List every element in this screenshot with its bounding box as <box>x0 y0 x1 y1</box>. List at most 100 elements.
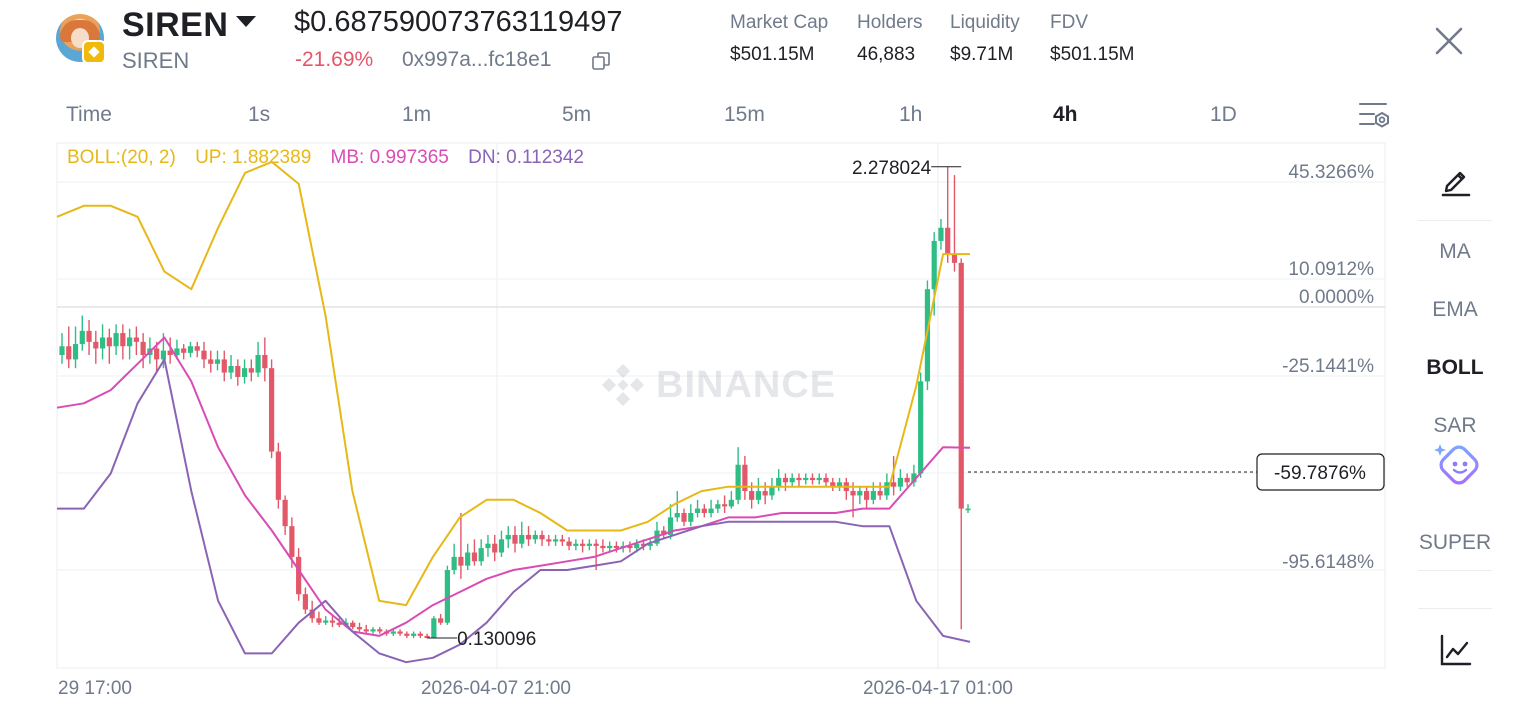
draw-tool-icon[interactable] <box>1438 162 1474 198</box>
candle-body <box>438 618 444 623</box>
candle-body <box>289 526 295 557</box>
candle-body <box>309 609 315 619</box>
candle-body <box>512 534 518 544</box>
candle-body <box>667 517 674 535</box>
candle-body <box>363 629 369 632</box>
candle-body <box>803 477 809 481</box>
chart-settings-icon[interactable] <box>1358 100 1390 130</box>
tab-1m[interactable]: 1m <box>402 103 432 126</box>
token-dropdown-caret-icon[interactable] <box>236 16 256 27</box>
candle-body <box>93 341 99 349</box>
copy-icon[interactable] <box>592 52 610 70</box>
boll-up-value: UP: 1.882389 <box>195 147 312 168</box>
candle-body <box>877 491 883 496</box>
bnb-chain-badge-icon <box>82 40 106 64</box>
ai-assistant-icon[interactable] <box>1432 440 1484 492</box>
tab-4h[interactable]: 4h <box>1053 103 1078 126</box>
candle-body <box>627 545 633 549</box>
boll-upper-band <box>56 160 970 607</box>
candle-body <box>742 464 748 492</box>
candle-body <box>485 543 491 549</box>
candle-body <box>857 491 863 496</box>
candle-body <box>140 341 146 356</box>
candle-body <box>674 512 680 518</box>
indicator-sar[interactable]: SAR <box>1433 414 1477 432</box>
stat-liquidity: Liquidity $9.71M <box>950 12 1020 66</box>
candle-body <box>282 499 288 527</box>
candle-body <box>613 545 620 549</box>
candle-body <box>958 262 964 509</box>
stat-label: FDV <box>1050 12 1088 33</box>
candle-body <box>268 368 275 452</box>
candle-body <box>634 543 640 549</box>
candle-body <box>133 337 139 342</box>
boll-mb-value: MB: 0.997365 <box>330 147 449 168</box>
stat-value: $501.15M <box>730 44 815 65</box>
candle-body <box>431 618 437 639</box>
candle-body <box>918 381 924 474</box>
candle-body <box>796 477 802 481</box>
candle-body <box>573 543 579 546</box>
x-tick-label: 2026-04-17 01:00 <box>863 678 1013 699</box>
candle-body <box>809 477 816 481</box>
candle-body <box>816 477 822 481</box>
candle-body <box>708 508 714 513</box>
binance-logo-icon <box>601 363 645 407</box>
boll-dn-value: DN: 0.112342 <box>468 147 584 168</box>
tab-1d[interactable]: 1D <box>1210 103 1237 126</box>
candle-body <box>424 635 430 639</box>
candle-body <box>356 627 363 630</box>
close-icon[interactable] <box>1432 24 1466 58</box>
candle-body <box>647 543 653 546</box>
candle-body <box>478 548 484 562</box>
candle-body <box>120 333 126 347</box>
candle-body <box>154 348 160 360</box>
boll-middle-band <box>56 336 971 637</box>
stat-holders: Holders 46,883 <box>857 12 922 66</box>
candle-body <box>789 477 795 483</box>
candle-body <box>505 534 511 540</box>
candle-body <box>640 543 647 546</box>
candle-body <box>106 337 112 347</box>
candle-body <box>519 534 525 544</box>
y-tick-label: 10.0912% <box>1288 259 1374 280</box>
candle-body <box>755 491 762 500</box>
candle-body <box>539 534 545 540</box>
candle-body <box>417 633 423 636</box>
candle-body <box>127 337 133 347</box>
indicator-super[interactable]: SUPER <box>1418 531 1492 554</box>
token-title[interactable]: SIREN <box>122 6 229 44</box>
candle-body <box>566 541 572 546</box>
low-price-label: 0.130096 <box>457 629 536 650</box>
candle-body <box>580 543 586 546</box>
candle-body <box>850 491 856 496</box>
chart-type-icon[interactable] <box>1438 632 1474 668</box>
candle-body <box>904 477 910 483</box>
indicator-boll[interactable]: BOLL <box>1426 356 1484 379</box>
indicator-ema[interactable]: EMA <box>1432 298 1478 321</box>
candle-body <box>776 477 782 487</box>
tab-1h[interactable]: 1h <box>899 103 923 126</box>
candle-body <box>451 556 457 571</box>
indicator-ma[interactable]: MA <box>1439 240 1471 263</box>
tab-1s[interactable]: 1s <box>248 103 271 126</box>
candle-body <box>552 539 559 542</box>
tab-5m[interactable]: 5m <box>562 103 592 126</box>
candle-body <box>187 346 194 353</box>
plot-frame <box>56 142 1386 669</box>
candle-body <box>194 346 200 351</box>
candle-body <box>255 355 261 373</box>
candle-body <box>681 512 687 522</box>
tab-15m[interactable]: 15m <box>724 103 765 126</box>
candle-body <box>275 451 281 500</box>
tab-time[interactable]: Time <box>66 103 112 126</box>
candle-body <box>181 348 187 353</box>
stat-value: $501.15M <box>1050 44 1135 65</box>
candle-body <box>444 570 450 623</box>
candle-body <box>525 534 532 540</box>
candle-body <box>951 254 958 263</box>
sidebar-divider <box>1418 570 1492 571</box>
candle-body <box>221 359 227 373</box>
candle-body <box>661 530 667 535</box>
